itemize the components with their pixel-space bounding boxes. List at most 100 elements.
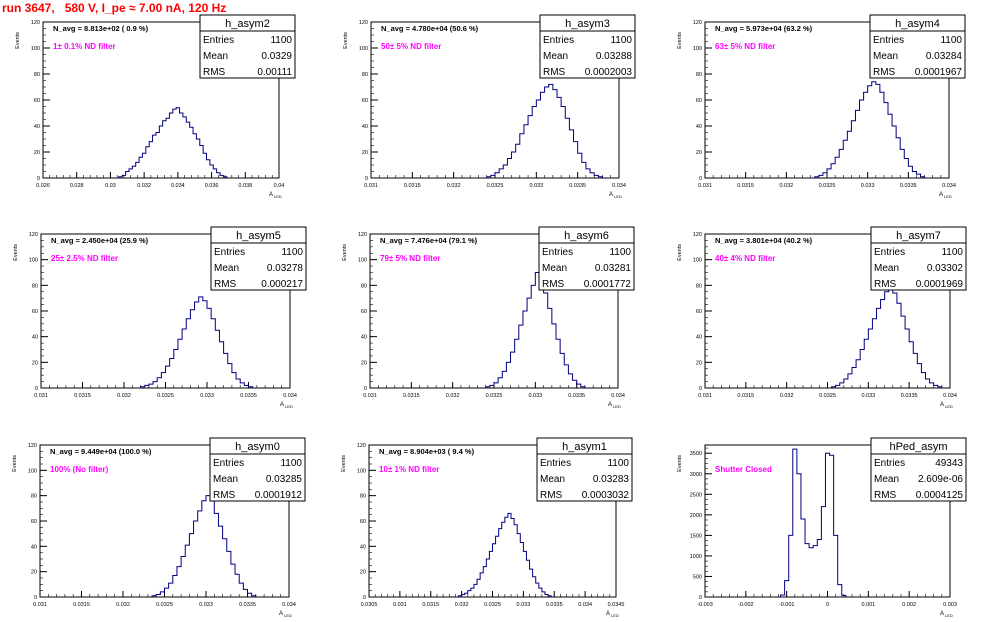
stats-value-rms: 0.0001969 [916,279,964,290]
histogram-panel-h_asym5: 0 20 40 60 80 100 120 0.031 0.0315 0.032 0.0325 0.0… [13,226,307,409]
x-axis-label-subscript: LED [945,404,953,409]
x-tick-label: 0.033 [528,393,542,399]
y-tick-label: 20 [696,360,702,366]
stats-value-mean: 0.03283 [593,474,630,485]
x-tick-label: 0.038 [238,183,252,189]
x-tick-label: 0.034 [612,183,626,189]
y-tick-label: 60 [34,98,40,104]
x-tick-label: 0.002 [902,602,916,608]
x-tick-label: 0.0335 [546,602,563,608]
y-tick-label: 3000 [690,472,702,478]
y-axis-label: Events [677,32,683,49]
y-tick-label: 40 [696,335,702,341]
y-tick-label: 120 [693,232,702,238]
x-tick-label: 0.034 [942,183,956,189]
stats-box [869,14,966,79]
stats-label-rms: RMS [214,279,237,290]
stats-value-mean: 0.03284 [926,51,963,62]
y-tick-label: 80 [361,283,367,289]
stats-value-entries: 49343 [935,458,963,469]
y-tick-label: 40 [696,124,702,130]
x-tick-label: 0.04 [274,183,285,189]
page-title: run 3647, 580 V, I_pe ≈ 7.00 nA, 120 Hz [2,1,227,15]
stats-label-rms: RMS [203,67,226,78]
stats-label-rms: RMS [874,490,897,501]
y-tick-label: 20 [360,570,366,576]
y-tick-label: 40 [361,335,367,341]
filter-note: 50± 5% ND filter [381,42,441,51]
stats-label-entries: Entries [874,458,905,469]
x-tick-label: 0.034 [283,393,297,399]
y-tick-label: 100 [693,258,702,264]
histogram-line [814,81,926,178]
x-tick-label: 0.033 [861,393,875,399]
stats-box [870,437,967,502]
y-tick-label: 80 [696,72,702,78]
x-tick-label: 0.0325 [486,393,503,399]
y-tick-label: 60 [32,309,38,315]
stats-box [539,14,636,79]
y-axis-label: Events [341,455,347,472]
y-tick-label: 0 [35,386,38,392]
stats-label-mean: Mean [874,263,899,274]
x-axis-label-subscript: LED [613,404,621,409]
x-tick-label: 0.0325 [156,602,173,608]
y-tick-label: 40 [32,335,38,341]
x-tick-label: 0.034 [578,602,592,608]
stats-label-entries: Entries [213,458,244,469]
stats-label-rms: RMS [540,490,563,501]
histogram-panel-h_asym7: 0 20 40 60 80 100 120 0.031 0.0315 0.032 0.0325 0.0… [677,226,967,409]
stats-label-rms: RMS [213,490,236,501]
stats-label-mean: Mean [874,474,899,485]
stats-label-entries: Entries [543,35,574,46]
x-tick-label: 0.032 [455,602,469,608]
stats-value-rms: 0.0001912 [255,490,303,501]
x-axis-label: A [940,402,944,408]
y-tick-label: 100 [693,46,702,52]
y-tick-label: 0 [34,595,37,601]
n-avg-label: N_avg = 4.780e+04 (50.6 %) [381,24,479,33]
x-tick-label: 0.0325 [487,183,504,189]
x-axis-label-subscript: LED [614,194,622,199]
stats-value-rms: 0.00111 [257,67,292,78]
histogram-line [140,296,254,388]
histogram-line [118,107,228,178]
stats-value-entries: 1100 [609,247,631,258]
stats-value-mean: 0.03288 [596,51,633,62]
y-tick-label: 120 [359,20,368,26]
stats-value-rms: 0.0004125 [916,490,964,501]
y-tick-label: 40 [360,544,366,550]
stats-value-mean: 0.03285 [266,474,303,485]
stats-label-rms: RMS [873,67,896,78]
stats-value-rms: 0.0003032 [582,490,630,501]
stats-value-entries: 1100 [607,458,629,469]
x-tick-label: 0.0315 [403,393,420,399]
stats-value-entries: 1100 [610,35,632,46]
histogram-panel-h_asym6: 0 20 40 60 80 100 120 0.031 0.0315 0.032 0.0325 0.0… [342,226,635,409]
y-tick-label: 0 [699,176,702,182]
x-tick-label: 0.032 [117,393,131,399]
x-tick-label: -0.003 [697,602,713,608]
y-tick-label: 80 [696,283,702,289]
stats-box [538,226,635,291]
x-axis-label: A [269,192,273,198]
histogram-name: hPed_asym [889,441,947,453]
filter-note: 100% (No filter) [50,465,109,474]
stats-value-mean: 0.03281 [595,263,632,274]
histogram-panel-h_asym1: 0 20 40 60 80 100 120 0.0305 0.031 0.0315 0.032 0.0… [341,437,633,618]
histogram-panel-h_asym2: 0 20 40 60 80 100 120 0.026 0.028 0.03 0.032 0.034 0… [15,14,296,199]
x-axis-label-subscript: LED [274,194,282,199]
y-tick-label: 20 [361,360,367,366]
y-tick-label: 0 [365,176,368,182]
x-tick-label: 0.0335 [239,602,256,608]
histogram-panel-h_asym3: 0 20 40 60 80 100 120 0.031 0.0315 0.032 0.0325 0.0… [343,14,636,199]
y-axis-label: Events [677,244,683,261]
n-avg-label: N_avg = 5.973e+04 (63.2 %) [715,24,813,33]
stats-label-rms: RMS [543,67,566,78]
x-axis-label: A [608,402,612,408]
y-tick-label: 60 [696,309,702,315]
x-tick-label: 0.0325 [819,183,836,189]
filter-note: 79± 5% ND filter [380,254,440,263]
filter-note: 40± 4% ND filter [715,254,775,263]
x-tick-label: 0.033 [516,602,530,608]
